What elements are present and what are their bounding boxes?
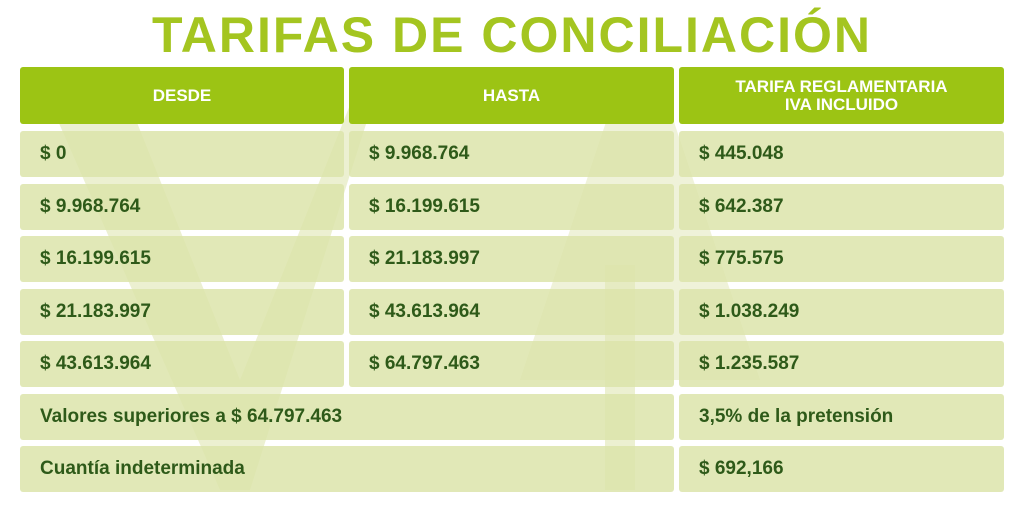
table-cell: $ 21.183.997 — [20, 288, 344, 335]
table-cell: Cuantía indeterminada — [20, 446, 674, 492]
table-cell: $ 642.387 — [679, 183, 1004, 230]
table-cell: $ 64.797.463 — [349, 341, 674, 387]
table-cell: $ 9.968.764 — [349, 131, 674, 177]
table-cell: Valores superiores a $ 64.797.463 — [20, 393, 674, 440]
title: TARIFAS DE CONCILIACIÓN — [151, 7, 873, 63]
table-cell: $ 445.048 — [679, 131, 1004, 177]
table-cell: $ 16.199.615 — [20, 236, 344, 282]
table-cell: $ 1.235.587 — [679, 341, 1004, 387]
table-cell: $ 692,166 — [679, 446, 1004, 492]
table-cell: $ 0 — [20, 131, 344, 177]
table-cell: $ 9.968.764 — [20, 183, 344, 230]
table-cell: 3,5% de la pretensión — [679, 393, 1004, 440]
header-cell: HASTA — [349, 67, 674, 124]
table-cell: $ 21.183.997 — [349, 236, 674, 282]
table-cell: $ 1.038.249 — [679, 288, 1004, 335]
table-cell: $ 775.575 — [679, 236, 1004, 282]
table-cell: $ 16.199.615 — [349, 183, 674, 230]
header-cell: DESDE — [20, 67, 344, 124]
table-cell: $ 43.613.964 — [20, 341, 344, 387]
header-cell: TARIFA REGLAMENTARIA IVA INCLUIDO — [679, 67, 1004, 124]
table-cell: $ 43.613.964 — [349, 288, 674, 335]
